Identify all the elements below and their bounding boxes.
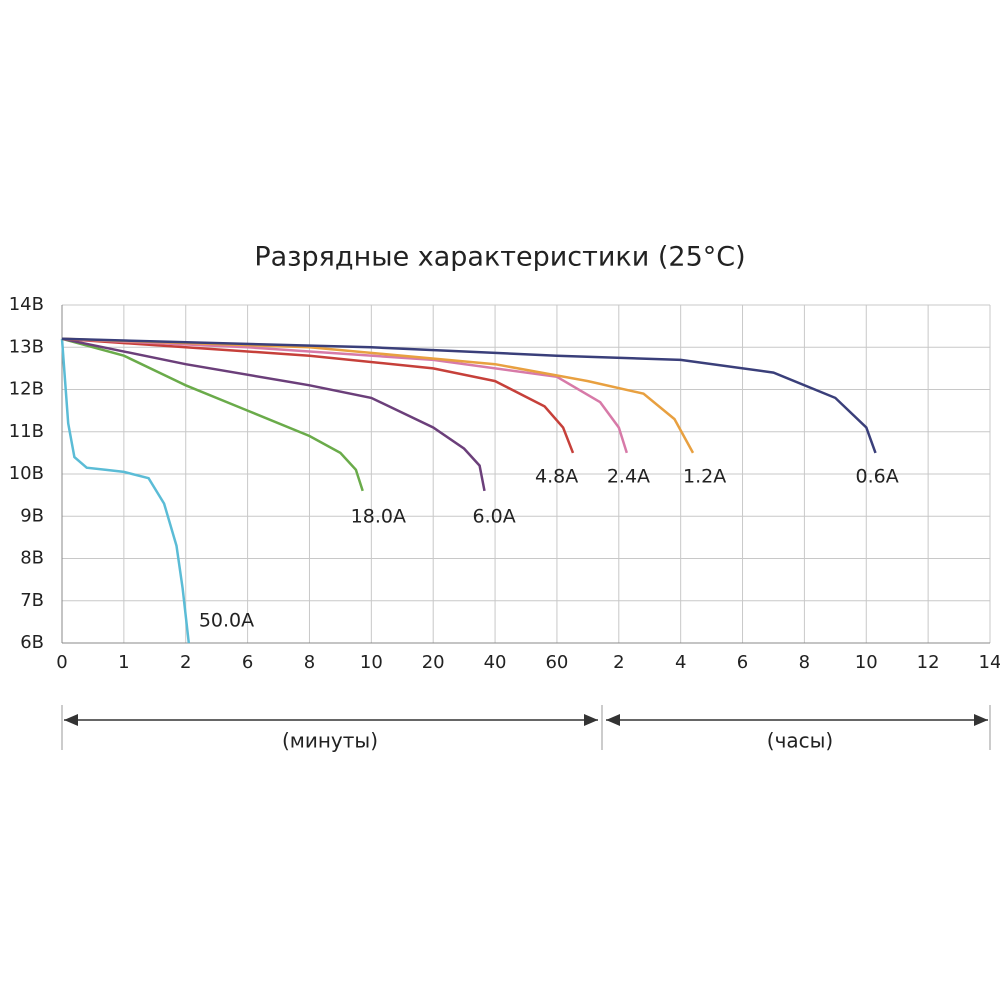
series-label: 18.0A [351,505,406,527]
y-tick-label: 9В [20,505,44,526]
y-tick-label: 7В [20,590,44,611]
series-label: 50.0A [199,610,254,632]
y-tick-label: 8В [20,548,44,569]
arrow-head [584,714,598,726]
axis-annotation: (часы) [767,729,833,753]
x-tick-label: 4 [675,652,686,673]
y-tick-label: 10В [9,463,44,484]
arrow-head [64,714,78,726]
x-tick-label: 8 [799,652,810,673]
x-tick-label: 0 [56,652,67,673]
series-label: 2.4A [607,465,650,487]
series-label: 6.0A [473,505,516,527]
series-line [60,338,191,644]
chart-title: Разрядные характеристики (25°C) [254,242,745,273]
y-tick-label: 12В [9,379,44,400]
x-tick-label: 8 [304,652,315,673]
x-tick-label: 20 [422,652,445,673]
x-tick-label: 40 [484,652,507,673]
x-tick-label: 14 [979,652,1000,673]
series-label: 1.2A [683,465,726,487]
arrow-head [974,714,988,726]
series-label: 4.8A [535,465,578,487]
arrow-head [606,714,620,726]
x-tick-label: 2 [180,652,191,673]
series-label: 0.6A [856,465,899,487]
series-line [61,337,486,492]
y-tick-label: 11В [9,421,44,442]
x-tick-label: 6 [242,652,253,673]
x-tick-label: 2 [613,652,624,673]
x-tick-label: 1 [118,652,129,673]
x-tick-label: 60 [545,652,568,673]
series-line [61,337,877,454]
series-line [61,337,695,454]
y-tick-label: 14В [9,294,44,315]
x-tick-label: 10 [360,652,383,673]
series-line [61,337,628,454]
axis-annotation: (минуты) [282,729,378,753]
y-tick-label: 6В [20,632,44,653]
x-tick-label: 10 [855,652,878,673]
y-tick-label: 13В [9,336,44,357]
series-line [61,337,575,454]
x-tick-label: 6 [737,652,748,673]
x-tick-label: 12 [917,652,940,673]
series-line [61,337,364,492]
